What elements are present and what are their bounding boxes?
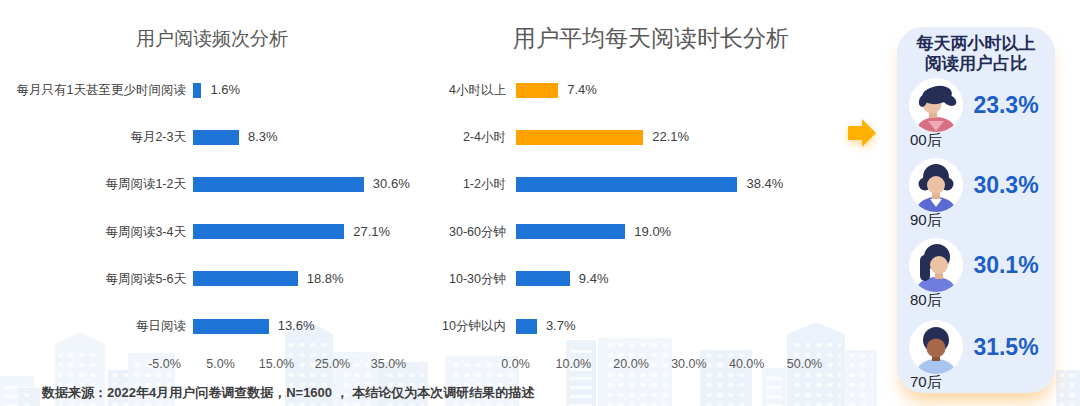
two-hour-readers-panel: 每天两小时以上 阅读用户占比 00后 23.3% 90后 30.3% [897, 27, 1055, 393]
value-label: 19.0% [634, 224, 671, 239]
generation-label: 80后 [910, 291, 942, 310]
generation-percentage: 31.5% [967, 334, 1045, 361]
x-tick-label: 0.0% [486, 357, 546, 371]
category-label: 1-2小时 [306, 176, 506, 193]
bar [516, 224, 626, 239]
category-label: 4小时以上 [306, 82, 506, 99]
bar [516, 271, 570, 286]
value-label: 7.4% [567, 82, 597, 97]
generation-label: 00后 [910, 131, 942, 150]
panel-title-line2: 阅读用户占比 [897, 54, 1055, 74]
x-tick-label: 20.0% [601, 357, 661, 371]
bar [516, 319, 537, 334]
infographic: 用户阅读频次分析 每月只有1天甚至更少时间阅读1.6%每月2-3天8.3%每周阅… [0, 0, 1080, 406]
source-note: 数据来源：2022年4月用户问卷调查数据，N=1600 ， 本结论仅为本次调研结… [42, 384, 534, 402]
x-tick-label: 10.0% [543, 357, 603, 371]
value-label: 3.7% [546, 318, 576, 333]
value-label: 9.4% [579, 271, 609, 286]
gen-80s-avatar [909, 238, 963, 292]
panel-title: 每天两小时以上 阅读用户占比 [897, 34, 1055, 74]
generation-label: 70后 [910, 373, 942, 392]
x-tick-label: 40.0% [717, 357, 777, 371]
x-tick-label: 50.0% [775, 357, 835, 371]
category-label: 30-60分钟 [306, 224, 506, 241]
generation-percentage: 30.1% [967, 252, 1045, 279]
right-arrow-icon [846, 115, 880, 153]
value-label: 22.1% [652, 129, 689, 144]
bar [516, 83, 559, 98]
category-label: 10分钟以内 [306, 318, 506, 335]
generation-label: 90后 [910, 211, 942, 230]
category-label: 10-30分钟 [306, 271, 506, 288]
generation-percentage: 23.3% [967, 92, 1045, 119]
gen-00s-avatar [909, 78, 963, 132]
x-tick-label: 30.0% [659, 357, 719, 371]
bar [516, 130, 644, 145]
panel-title-line1: 每天两小时以上 [897, 34, 1055, 54]
chart-title: 用户平均每天阅读时长分析 [481, 23, 821, 54]
gen-70s-avatar [909, 320, 963, 374]
gen-90s-avatar [909, 158, 963, 212]
bar [516, 177, 738, 192]
value-label: 38.4% [746, 176, 783, 191]
category-label: 2-4小时 [306, 129, 506, 146]
generation-percentage: 30.3% [967, 172, 1045, 199]
